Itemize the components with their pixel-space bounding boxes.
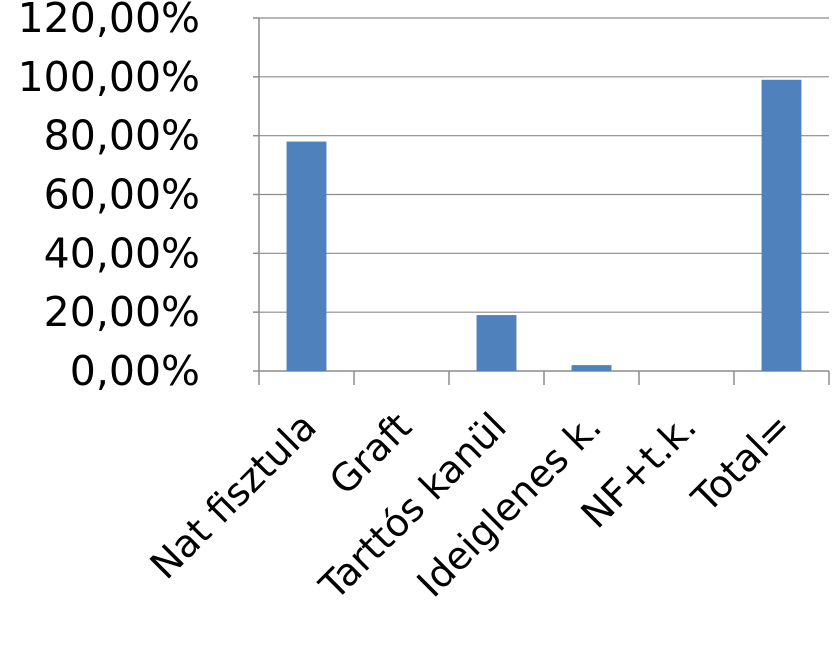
bar-5	[761, 79, 802, 372]
x-category-label: Total=	[683, 404, 800, 521]
y-tick-label: 40,00%	[44, 229, 200, 277]
bar-0	[286, 141, 327, 371]
y-tick-labels: 0,00% 20,00% 40,00% 60,00% 80,00% 100,00% 120,…	[18, 0, 200, 395]
y-tick-label: 80,00%	[44, 112, 200, 160]
y-tick-label: 120,00%	[18, 0, 200, 42]
bar-2	[476, 315, 517, 371]
bars	[286, 79, 802, 372]
y-tick-label: 20,00%	[44, 288, 200, 336]
bar-3	[571, 365, 612, 371]
axes	[253, 17, 830, 385]
y-tick-label: 0,00%	[70, 347, 200, 395]
y-tick-label: 60,00%	[44, 171, 200, 219]
y-tick-label: 100,00%	[18, 53, 200, 101]
x-category-label: Nat fisztula	[142, 404, 325, 587]
gridlines	[259, 17, 829, 313]
